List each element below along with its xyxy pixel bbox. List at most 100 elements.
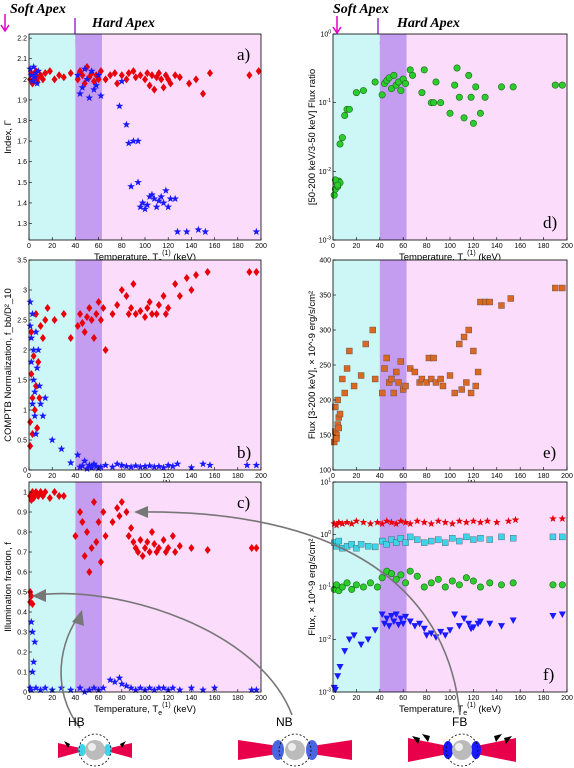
data-point xyxy=(385,623,393,630)
x-tick-label: 200 xyxy=(561,695,573,702)
data-point xyxy=(77,310,84,318)
band-rest xyxy=(102,34,261,240)
data-point xyxy=(135,548,142,556)
data-point xyxy=(388,375,395,383)
x-tick-label: 60 xyxy=(95,473,103,480)
data-point xyxy=(94,71,103,79)
data-point xyxy=(81,328,88,336)
band-hard xyxy=(379,34,407,240)
y-tick-label: 3 xyxy=(23,288,27,295)
data-point xyxy=(455,623,463,630)
data-point xyxy=(332,403,339,411)
data-point xyxy=(148,190,156,198)
data-point xyxy=(472,382,479,390)
data-point xyxy=(148,71,155,80)
x-tick-label: 160 xyxy=(209,473,221,480)
data-point xyxy=(176,686,184,694)
data-point xyxy=(451,611,459,618)
y-axis-label: Flux, × 10^-9 erg/s/cm² xyxy=(307,538,318,635)
data-point xyxy=(247,686,256,694)
data-point xyxy=(392,575,400,583)
panel-label-a: a) xyxy=(237,45,250,64)
data-point xyxy=(134,137,142,145)
data-point xyxy=(37,322,44,330)
data-point xyxy=(158,75,165,84)
data-point xyxy=(463,533,470,541)
data-point xyxy=(359,87,367,95)
data-point xyxy=(136,684,145,692)
data-point xyxy=(169,532,176,540)
data-point xyxy=(118,286,125,294)
data-point xyxy=(39,334,46,342)
data-point xyxy=(42,69,49,78)
data-point xyxy=(127,684,135,692)
data-point xyxy=(87,67,96,75)
data-point xyxy=(352,581,360,589)
data-point xyxy=(29,658,38,666)
data-point xyxy=(101,461,110,469)
y-tick-label: 10-3 xyxy=(319,236,331,245)
y-tick-label: 1.6 xyxy=(17,159,27,166)
data-point xyxy=(144,69,151,78)
data-point xyxy=(210,684,219,692)
data-point xyxy=(137,71,144,80)
band-hard xyxy=(379,482,407,692)
data-point xyxy=(549,514,557,522)
y-tick-label: 0.3 xyxy=(17,630,27,637)
data-point xyxy=(28,400,37,408)
y-tick-label: 150 xyxy=(319,433,331,440)
x-tick-label: 140 xyxy=(186,473,198,480)
data-point xyxy=(465,71,473,79)
data-point xyxy=(357,641,365,649)
data-point xyxy=(39,412,47,420)
data-point xyxy=(141,205,149,213)
data-point xyxy=(470,347,477,355)
data-point xyxy=(378,611,386,618)
y-tick-label: 2 xyxy=(23,348,27,355)
data-point xyxy=(204,546,211,554)
x-tick-label: 180 xyxy=(232,243,244,250)
data-point xyxy=(144,304,151,312)
data-point xyxy=(476,618,484,626)
panel-label-f: f) xyxy=(543,665,554,684)
data-point xyxy=(115,674,124,682)
data-point xyxy=(90,684,98,692)
x-tick-label: 80 xyxy=(423,695,431,702)
data-point xyxy=(418,89,426,97)
x-axis-label: Temperature, Te(1) (keV) xyxy=(94,702,196,717)
x-tick-label: 60 xyxy=(399,695,407,702)
data-point xyxy=(395,621,403,629)
data-point xyxy=(345,636,353,643)
data-point xyxy=(437,628,445,636)
x-tick-label: 180 xyxy=(538,473,550,480)
data-point xyxy=(253,268,260,276)
data-point xyxy=(56,492,63,500)
data-point xyxy=(330,191,338,199)
panel-label-c: c) xyxy=(237,493,250,512)
x-tick-label: 20 xyxy=(48,243,56,250)
data-point xyxy=(199,686,207,694)
data-point xyxy=(387,85,395,93)
soft-apex-label-right: Soft Apex xyxy=(333,2,389,17)
data-point xyxy=(160,536,167,544)
data-point xyxy=(26,65,34,73)
data-point xyxy=(343,518,351,526)
data-point xyxy=(465,620,473,628)
data-point xyxy=(95,298,102,306)
band-hard xyxy=(75,482,103,692)
data-point xyxy=(77,508,84,516)
data-point xyxy=(402,579,410,587)
data-point xyxy=(78,461,87,470)
x-tick-label: 160 xyxy=(209,243,221,250)
y-tick-label: 2.1 xyxy=(17,56,27,63)
band-rest xyxy=(102,260,261,470)
data-point xyxy=(559,533,566,541)
data-point xyxy=(206,461,214,469)
data-point xyxy=(122,682,131,690)
data-point xyxy=(371,543,379,551)
data-point xyxy=(497,623,505,630)
series-green-circle xyxy=(330,567,566,595)
data-point xyxy=(29,600,36,608)
data-point xyxy=(486,298,493,306)
data-point xyxy=(414,536,421,543)
